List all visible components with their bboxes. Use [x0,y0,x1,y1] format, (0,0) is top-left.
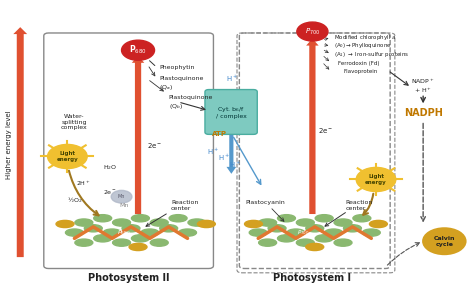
Ellipse shape [197,220,215,228]
FancyBboxPatch shape [205,90,257,134]
Text: P$_{680}$: P$_{680}$ [129,44,147,57]
Ellipse shape [296,219,314,226]
Ellipse shape [122,225,140,232]
Ellipse shape [325,229,343,236]
Ellipse shape [369,220,387,228]
Text: Calvin
cycle: Calvin cycle [434,236,455,246]
Text: Light
energy: Light energy [365,174,387,185]
Circle shape [47,144,87,168]
Text: H$^+$: H$^+$ [226,73,238,84]
Ellipse shape [113,239,130,246]
Ellipse shape [65,229,83,236]
Ellipse shape [131,235,149,242]
Ellipse shape [169,215,187,222]
Text: Plastoquinone: Plastoquinone [159,77,204,81]
Ellipse shape [344,225,361,232]
Ellipse shape [131,215,149,222]
Text: $P_{700}$: $P_{700}$ [297,228,309,237]
Text: (Q$_a$): (Q$_a$) [159,83,173,92]
Ellipse shape [353,215,371,222]
Ellipse shape [259,219,277,226]
Text: Modified chlorophyll $a$: Modified chlorophyll $a$ [334,33,396,42]
Text: (Q$_b$): (Q$_b$) [169,102,183,111]
Ellipse shape [268,225,286,232]
Text: Plastoquinone: Plastoquinone [169,95,213,100]
Text: NADPH: NADPH [404,108,443,118]
Text: Light
energy: Light energy [56,151,78,162]
Ellipse shape [306,243,324,251]
Ellipse shape [259,239,277,246]
Text: H$^+$: H$^+$ [229,160,241,170]
Ellipse shape [296,239,314,246]
Ellipse shape [160,225,178,232]
Text: Cyt. b$_6$/f
/ complex: Cyt. b$_6$/f / complex [216,105,247,119]
Ellipse shape [287,229,305,236]
Text: 2e$^-$: 2e$^-$ [318,126,333,135]
Text: ATP: ATP [211,131,227,137]
Ellipse shape [277,215,295,222]
Text: Photosystem I: Photosystem I [273,273,351,283]
Ellipse shape [94,235,112,242]
Ellipse shape [129,243,147,251]
Text: Mn: Mn [119,203,128,208]
Text: Higher energy level: Higher energy level [7,111,12,179]
Circle shape [423,228,465,254]
Text: Mn: Mn [118,194,125,199]
Text: (A$_1$) $\rightarrow$ Iron-sulfur proteins: (A$_1$) $\rightarrow$ Iron-sulfur protei… [334,50,409,59]
Text: Photosystem II: Photosystem II [88,273,169,283]
Ellipse shape [362,229,380,236]
Text: ½O$_2$: ½O$_2$ [67,195,82,204]
Ellipse shape [56,220,74,228]
Text: $P_{700}$: $P_{700}$ [305,26,320,37]
Ellipse shape [179,229,197,236]
Text: Plastocyanin: Plastocyanin [246,200,285,205]
Ellipse shape [188,219,206,226]
Text: Water-
splitting
complex: Water- splitting complex [61,114,88,130]
Ellipse shape [103,229,121,236]
Text: Flavoprotein: Flavoprotein [343,69,377,74]
Text: Reaction
center: Reaction center [346,200,373,211]
Ellipse shape [75,239,93,246]
Ellipse shape [334,219,352,226]
Ellipse shape [277,235,295,242]
Ellipse shape [334,239,352,246]
Ellipse shape [84,225,102,232]
Text: Pheophytin: Pheophytin [159,65,195,70]
Circle shape [356,167,396,191]
Circle shape [121,40,155,60]
Text: H$_2$O: H$_2$O [103,164,117,173]
Circle shape [297,22,328,41]
Ellipse shape [315,235,333,242]
Text: Ferrodoxin (Fd): Ferrodoxin (Fd) [338,61,380,66]
Circle shape [111,190,132,203]
Ellipse shape [94,215,112,222]
Text: 2e$^-$: 2e$^-$ [146,140,162,150]
Ellipse shape [249,229,267,236]
Ellipse shape [150,239,168,246]
Text: (A$_0$)$\rightarrow$Phylloquinone: (A$_0$)$\rightarrow$Phylloquinone [334,41,392,50]
Text: 2e$^-$: 2e$^-$ [103,188,117,196]
Text: + H$^+$: + H$^+$ [414,86,432,95]
Text: H$^+$: H$^+$ [218,153,230,163]
Ellipse shape [113,219,130,226]
Text: $P_{680}$: $P_{680}$ [117,228,131,237]
Ellipse shape [306,225,324,232]
Text: Reaction
center: Reaction center [171,200,199,211]
Ellipse shape [75,219,93,226]
Text: NADP$^+$: NADP$^+$ [411,77,435,86]
Ellipse shape [150,219,168,226]
Ellipse shape [315,215,333,222]
Ellipse shape [141,229,159,236]
Text: 2H$^+$: 2H$^+$ [76,179,91,188]
Ellipse shape [245,220,263,228]
Text: H$^+$: H$^+$ [207,147,219,157]
